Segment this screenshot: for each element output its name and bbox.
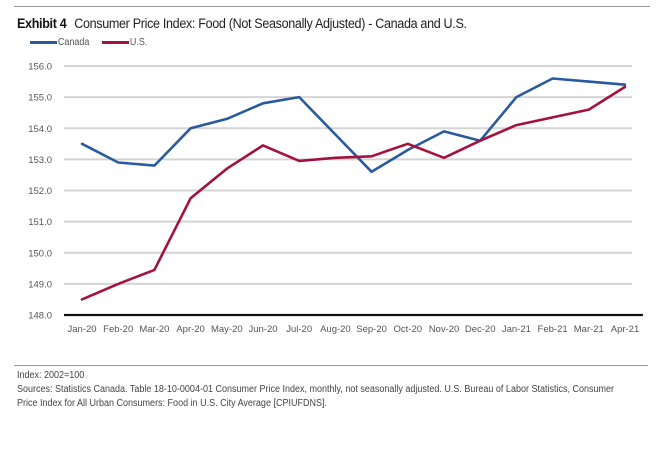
exhibit-label: Exhibit 4	[17, 16, 67, 31]
line-chart: 148.0 149.0 150.0 151.0 152.0 153.0 154.0 155.0…	[28, 62, 643, 335]
top-rule	[14, 6, 650, 7]
series-line-canada	[80, 77, 627, 174]
legend-label-us: U.S.	[129, 37, 148, 48]
y-tick-label: 150.0	[28, 248, 52, 259]
x-tick-label: Aug-20	[320, 324, 351, 335]
footnote-rule	[14, 365, 648, 366]
legend: Canada U.S.	[30, 37, 160, 48]
y-tick-label: 155.0	[28, 93, 52, 104]
y-tick-label: 149.0	[28, 279, 52, 290]
sources-line-2: Price Index for All Urban Consumers: Foo…	[17, 398, 327, 409]
legend-swatch-us	[102, 41, 130, 44]
x-tick-label: Jun-20	[248, 324, 277, 335]
index-note: Index: 2002=100	[17, 370, 85, 381]
series-lines	[80, 77, 627, 301]
exhibit-header: Exhibit 4 Consumer Price Index: Food (No…	[17, 16, 467, 31]
chart-title: Consumer Price Index: Food (Not Seasonal…	[74, 16, 467, 31]
sources-line-1: Sources: Statistics Canada. Table 18-10-…	[17, 384, 614, 395]
x-tick-label: Apr-21	[611, 324, 640, 335]
x-tick-label: Jan-21	[502, 324, 531, 335]
y-tick-label: 153.0	[28, 155, 52, 166]
x-tick-label: Dec-20	[465, 324, 496, 335]
x-tick-label: Feb-20	[103, 324, 133, 335]
y-tick-label: 152.0	[28, 186, 52, 197]
y-tick-label: 154.0	[28, 124, 52, 135]
series-line-us	[80, 85, 627, 301]
y-tick-label: 156.0	[28, 62, 52, 73]
y-tick-label: 151.0	[28, 217, 52, 228]
legend-item-us: U.S.	[102, 37, 147, 48]
x-tick-label: Feb-21	[538, 324, 568, 335]
y-axis-ticks: 148.0 149.0 150.0 151.0 152.0 153.0 154.0 155.0…	[28, 62, 52, 322]
x-tick-label: Jan-20	[67, 324, 96, 335]
x-tick-label: Nov-20	[429, 324, 460, 335]
legend-swatch-canada	[30, 41, 57, 44]
x-tick-label: May-20	[211, 324, 243, 335]
x-tick-label: Jul-20	[286, 324, 312, 335]
x-tick-label: Mar-20	[139, 324, 169, 335]
x-tick-label: Apr-20	[176, 324, 205, 335]
legend-label-canada: Canada	[57, 37, 90, 48]
x-tick-label: Mar-21	[574, 324, 604, 335]
y-tick-label: 148.0	[28, 311, 52, 322]
footnotes: Index: 2002=100 Sources: Statistics Cana…	[17, 369, 647, 411]
x-axis-ticks: Jan-20 Feb-20 Mar-20 Apr-20 May-20 Jun-20 Jul-…	[67, 324, 639, 335]
legend-item-canada: Canada	[30, 37, 89, 48]
x-tick-label: Sep-20	[356, 324, 387, 335]
x-tick-label: Oct-20	[394, 324, 423, 335]
gridlines	[64, 65, 632, 285]
